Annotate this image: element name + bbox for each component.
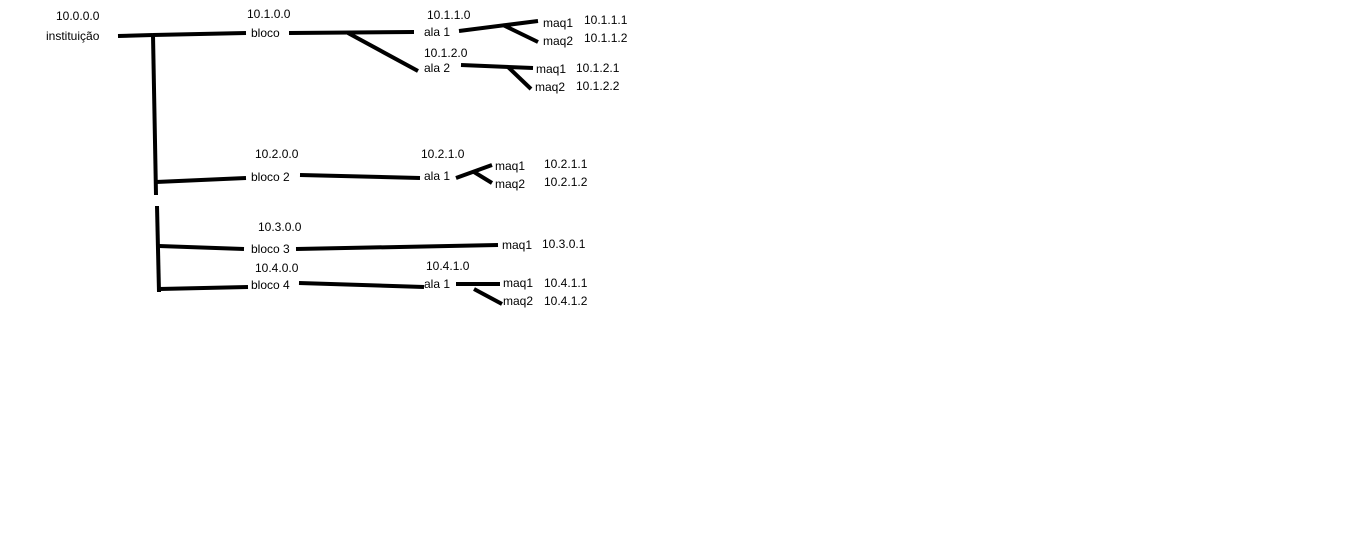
bloco-3-ip: 10.3.0.0 — [258, 220, 302, 234]
machine-ip: 10.3.0.1 — [542, 237, 586, 251]
machine-label: maq1 — [543, 16, 573, 30]
machine-label: maq1 — [495, 159, 525, 173]
bloco4-to-ala1-line — [298, 281, 425, 289]
bloco-4-ala-1-node: 10.4.1.0 ala 1 — [424, 259, 470, 291]
machine-label: maq2 — [543, 34, 573, 48]
bloco-2-ala-1-node: 10.2.1.0 ala 1 — [421, 147, 465, 183]
b2-ala1-to-maq2-line — [472, 170, 494, 185]
bloco-2-node: 10.2.0.0 bloco 2 — [251, 147, 299, 184]
bloco-2-ala-1-ip: 10.2.1.0 — [421, 147, 465, 161]
bloco2-to-ala1-line — [299, 173, 421, 180]
root-label: instituição — [46, 29, 100, 43]
bloco-4-label: bloco 4 — [251, 278, 290, 292]
bloco-1-node: 10.1.0.0 bloco — [247, 7, 291, 40]
machine-label: maq2 — [535, 80, 565, 94]
bloco-3-node: 10.3.0.0 bloco 3 — [251, 220, 302, 256]
machine-label: maq1 — [502, 238, 532, 252]
bloco-3-label: bloco 3 — [251, 242, 290, 256]
machine-ip: 10.2.1.2 — [544, 175, 588, 189]
bloco-1-label: bloco — [251, 26, 280, 40]
b4-ala1-to-maq2-line — [473, 287, 503, 306]
root-ip: 10.0.0.0 — [56, 9, 100, 23]
machine-ip: 10.4.1.1 — [544, 276, 588, 290]
root-node: 10.0.0.0 instituição — [46, 9, 100, 43]
machine-ip: 10.2.1.1 — [544, 157, 588, 171]
bloco-1-ala-1-node: 10.1.1.0 ala 1 — [424, 8, 471, 39]
trunk-to-bloco3-line — [158, 244, 245, 251]
machine-ip: 10.1.2.2 — [576, 79, 620, 93]
bloco-4-ala-1-ip: 10.4.1.0 — [426, 259, 470, 273]
bloco-1-ip: 10.1.0.0 — [247, 7, 291, 21]
machine-ip: 10.4.1.2 — [544, 294, 588, 308]
machine-label: maq2 — [495, 177, 525, 191]
bloco-1-ala-2-node: 10.1.2.0 ala 2 — [424, 46, 468, 75]
bloco-1-ala-2-maq-2: maq2 10.1.2.2 — [535, 79, 620, 94]
machine-label: maq2 — [503, 294, 533, 308]
bloco-1-ala-2-label: ala 2 — [424, 61, 450, 75]
bloco-4-ala-1-maq-1: maq1 10.4.1.1 — [503, 276, 588, 290]
bloco-1-ala-1-maq-2: maq2 10.1.1.2 — [543, 31, 628, 48]
trunk-to-bloco-line — [152, 31, 247, 37]
bloco-1-ala-2-maq-1: maq1 10.1.2.1 — [536, 61, 620, 76]
bloco-3-maq-1: maq1 10.3.0.1 — [502, 237, 586, 252]
trunk-to-bloco2-line — [155, 176, 247, 184]
bloco-to-ala2-line — [347, 31, 419, 73]
bloco-1-ala-1-label: ala 1 — [424, 25, 450, 39]
machine-label: maq1 — [503, 276, 533, 290]
bloco-2-ip: 10.2.0.0 — [255, 147, 299, 161]
root-to-trunk-line — [117, 33, 154, 38]
trunk-vertical-lower — [155, 205, 161, 293]
bloco-4-ip: 10.4.0.0 — [255, 261, 299, 275]
ala1-to-maq1-line — [458, 19, 539, 33]
bloco-1-ala-1-maq-1: maq1 10.1.1.1 — [543, 13, 628, 30]
trunk-vertical-upper — [151, 34, 158, 196]
bloco-4-ala-1-label: ala 1 — [424, 277, 450, 291]
ala2-to-maq1-line — [460, 63, 534, 70]
connector-lines — [117, 19, 539, 306]
bloco-1-ala-1-ip: 10.1.1.0 — [427, 8, 471, 22]
bloco-2-ala-1-maq-1: maq1 10.2.1.1 — [495, 157, 588, 173]
bloco-to-ala1-line — [288, 30, 415, 35]
machine-ip: 10.1.1.2 — [584, 31, 628, 45]
bloco-2-ala-1-label: ala 1 — [424, 169, 450, 183]
b2-ala1-to-maq1-line — [455, 163, 493, 180]
machine-label: maq1 — [536, 62, 566, 76]
bloco-2-ala-1-maq-2: maq2 10.2.1.2 — [495, 175, 588, 191]
bloco-4-node: 10.4.0.0 bloco 4 — [251, 261, 299, 292]
bloco-2-label: bloco 2 — [251, 170, 290, 184]
machine-ip: 10.1.1.1 — [584, 13, 628, 27]
bloco-4-ala-1-maq-2: maq2 10.4.1.2 — [503, 294, 588, 308]
machine-ip: 10.1.2.1 — [576, 61, 620, 75]
bloco3-to-maq1-line — [295, 243, 499, 251]
trunk-to-bloco4-line — [158, 285, 249, 291]
bloco-1-ala-2-ip: 10.1.2.0 — [424, 46, 468, 60]
ala2-to-maq2-line — [506, 65, 533, 91]
ala1-to-maq2-line — [502, 23, 539, 44]
